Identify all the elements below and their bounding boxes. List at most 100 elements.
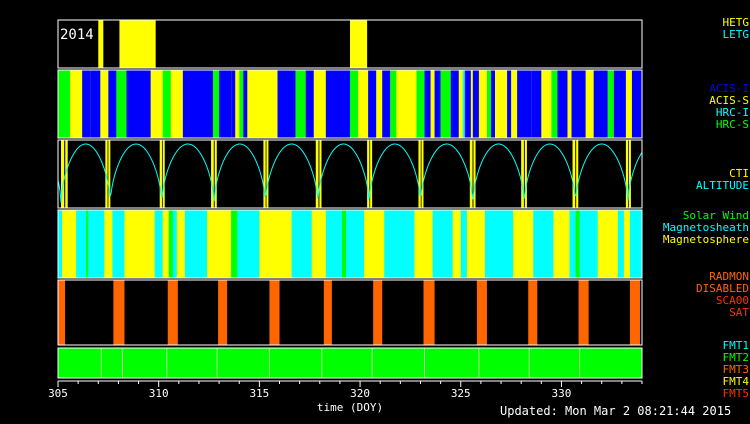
instrument-interval <box>551 70 558 138</box>
cti-bar <box>572 140 576 208</box>
environment-legend-entry: Magnetosphere <box>663 233 749 246</box>
environment-interval <box>231 210 238 278</box>
instrument-interval <box>305 70 314 138</box>
instrument-interval <box>231 70 236 138</box>
radmon-interval <box>373 280 383 345</box>
cti-bar <box>521 140 524 208</box>
grating-interval <box>119 20 156 68</box>
radmon-legend-entry: SAT <box>729 306 749 319</box>
environment-legend-entry: Solar Wind <box>683 209 749 222</box>
cti-bar <box>162 140 165 208</box>
environment-frame <box>57 209 643 279</box>
instrument-interval <box>58 70 71 138</box>
environment-interval <box>162 210 169 278</box>
radmon-legend-entry: SCA00 <box>716 294 749 307</box>
instrument-interval <box>486 70 491 138</box>
cti-bar <box>319 140 322 208</box>
cti-bar <box>61 140 65 208</box>
cti-bar <box>628 140 631 208</box>
instrument-interval <box>416 70 425 138</box>
instrument-interval <box>440 70 451 138</box>
format-legend-entry: FMT4 <box>723 375 750 388</box>
instrument-interval <box>531 70 542 138</box>
radmon-interval <box>323 280 332 345</box>
instrument-legend-entry: ACIS-S <box>709 94 749 107</box>
cti-bar <box>576 140 579 208</box>
environment-interval <box>623 210 630 278</box>
cti-bar <box>65 140 68 208</box>
altitude-legend-entry: CTI <box>729 167 749 180</box>
radmon-interval <box>218 280 228 345</box>
instrument-interval <box>507 70 512 138</box>
x-axis-label: time (DOY) <box>317 401 383 414</box>
grating-frame <box>57 19 643 69</box>
altitude-frame <box>57 139 643 209</box>
instrument-interval <box>295 70 306 138</box>
environment-interval <box>452 210 461 278</box>
format-frame <box>57 347 643 379</box>
instrument-interval <box>277 70 296 138</box>
environment-interval <box>104 210 113 278</box>
environment-interval <box>176 210 185 278</box>
environment-interval <box>168 210 173 278</box>
instrument-interval <box>243 70 248 138</box>
cti-bar <box>211 140 214 208</box>
radmon-legend-entry: DISABLED <box>696 282 749 295</box>
environment-interval <box>513 210 534 278</box>
grating-interval <box>98 20 104 68</box>
instrument-interval <box>464 70 471 138</box>
radmon-interval <box>423 280 435 345</box>
grating-legend-entry: LETG <box>723 28 750 41</box>
instrument-interval <box>462 70 465 138</box>
instrument-interval <box>219 70 232 138</box>
environment-interval <box>553 210 570 278</box>
instrument-interval <box>325 70 350 138</box>
environment-interval <box>364 210 385 278</box>
radmon-interval <box>113 280 125 345</box>
instrument-interval <box>613 70 626 138</box>
updated-timestamp: Updated: Mon Mar 2 08:21:44 2015 <box>500 404 732 418</box>
environment-interval <box>207 210 232 278</box>
instrument-interval <box>450 70 459 138</box>
instrument-interval <box>593 70 608 138</box>
instrument-interval <box>390 70 397 138</box>
radmon-interval <box>167 280 178 345</box>
x-tick-label: 320 <box>350 387 370 400</box>
environment-interval <box>466 210 485 278</box>
grating-legend-entry: HETG <box>723 16 750 29</box>
instrument-interval <box>126 70 151 138</box>
altitude-legend-entry: ALTITUDE <box>696 179 749 192</box>
instrument-legend-entry: HRC-S <box>716 118 749 131</box>
radmon-interval <box>269 280 280 345</box>
instrument-interval <box>631 70 642 138</box>
environment-interval <box>341 210 346 278</box>
radmon-interval <box>629 280 640 345</box>
cti-bar <box>524 140 527 208</box>
instrument-interval <box>557 70 568 138</box>
instrument-interval <box>350 70 359 138</box>
x-tick-label: 315 <box>249 387 269 400</box>
environment-interval <box>124 210 155 278</box>
instrument-interval <box>571 70 586 138</box>
x-tick-label: 310 <box>149 387 169 400</box>
format-legend-entry: FMT2 <box>723 351 750 364</box>
instrument-interval <box>424 70 431 138</box>
cti-bar <box>108 140 111 208</box>
cti-bar <box>367 140 370 208</box>
radmon-panel-bg <box>58 280 642 345</box>
instrument-interval <box>490 70 495 138</box>
environment-interval <box>575 210 580 278</box>
format-legend-entry: FMT5 <box>723 387 750 400</box>
cti-bar <box>159 140 162 208</box>
cti-bar <box>469 140 473 208</box>
cti-bar <box>370 140 373 208</box>
instrument-interval <box>368 70 377 138</box>
instrument-interval <box>162 70 171 138</box>
cti-bar <box>421 140 424 208</box>
cti-bar <box>315 140 319 208</box>
instrument-interval <box>472 70 479 138</box>
instrument-interval <box>517 70 532 138</box>
instrument-interval <box>434 70 441 138</box>
